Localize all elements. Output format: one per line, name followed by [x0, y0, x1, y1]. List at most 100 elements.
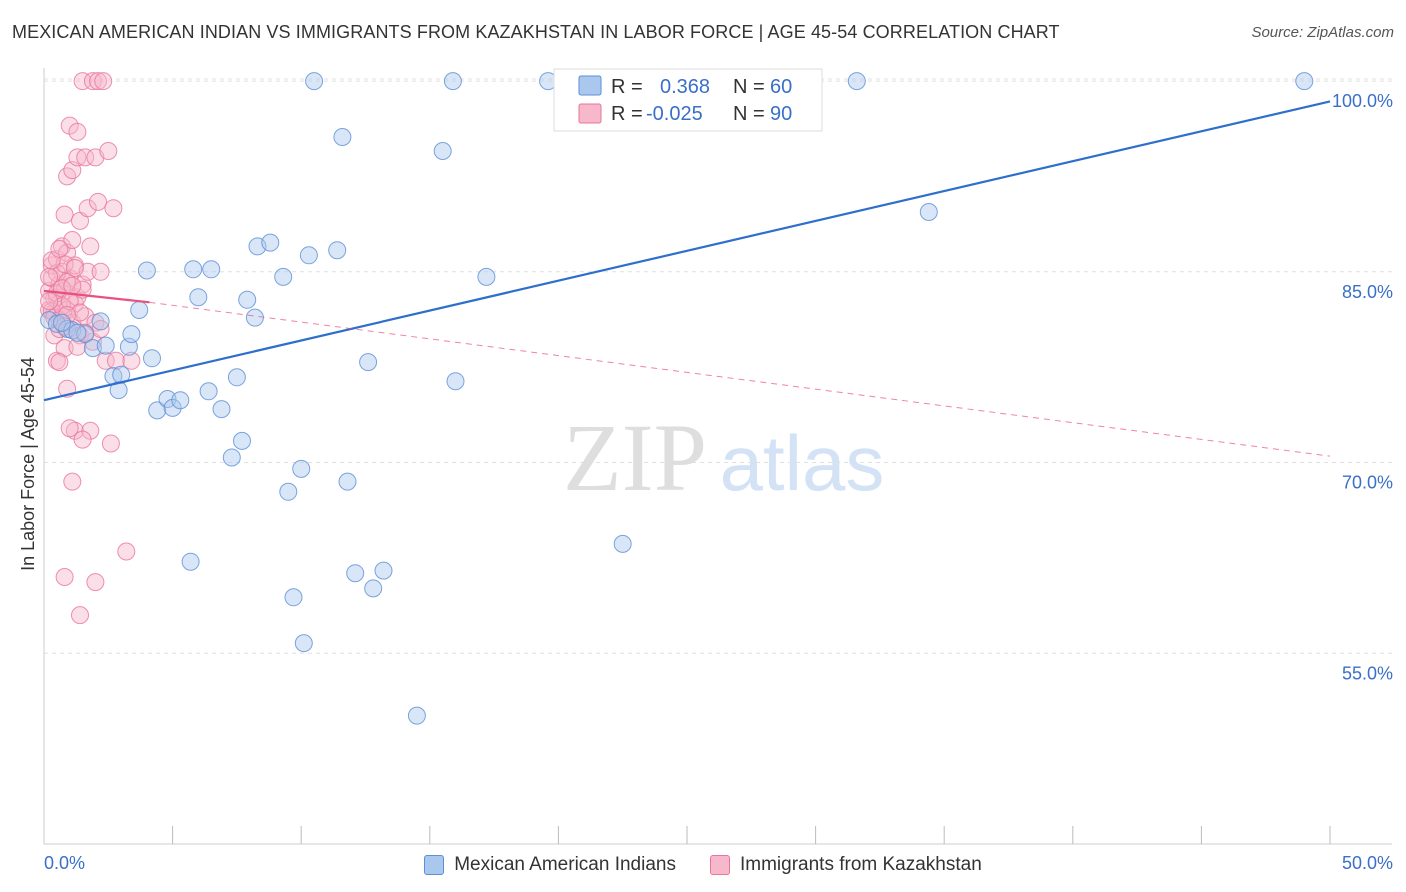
- point-mexican-american-indian[interactable]: [109, 381, 128, 400]
- point-mexican-american-indian[interactable]: [76, 325, 95, 344]
- point-mexican-american-indian[interactable]: [148, 401, 167, 420]
- point-kazakhstan-immigrant[interactable]: [65, 259, 84, 277]
- y-tick-label: 55.0%: [1342, 663, 1393, 683]
- point-kazakhstan-immigrant[interactable]: [63, 276, 82, 295]
- point-mexican-american-indian[interactable]: [130, 301, 149, 319]
- point-mexican-american-indian[interactable]: [279, 482, 298, 501]
- point-mexican-american-indian[interactable]: [292, 459, 311, 478]
- point-kazakhstan-immigrant[interactable]: [55, 205, 74, 224]
- point-kazakhstan-immigrant[interactable]: [55, 339, 74, 358]
- point-kazakhstan-immigrant[interactable]: [89, 72, 107, 91]
- stats-blue-n-label: N =: [733, 76, 765, 98]
- point-mexican-american-indian[interactable]: [364, 579, 383, 598]
- point-mexican-american-indian[interactable]: [284, 588, 303, 607]
- tick-labels: 100.0% 85.0% 70.0% 55.0% 0.0% 50.0%: [44, 91, 1393, 873]
- point-mexican-american-indian[interactable]: [359, 353, 378, 372]
- legend-item-immigrants-from-kazakhstan[interactable]: Immigrants from Kazakhstan: [709, 854, 982, 876]
- point-kazakhstan-immigrant[interactable]: [101, 434, 120, 453]
- point-mexican-american-indian[interactable]: [245, 308, 264, 327]
- point-mexican-american-indian[interactable]: [202, 260, 221, 279]
- stats-box: R = 0.368 N = 60 R = -0.025 N = 90: [553, 68, 823, 132]
- point-kazakhstan-immigrant[interactable]: [73, 72, 92, 91]
- point-kazakhstan-immigrant[interactable]: [96, 351, 115, 370]
- point-mexican-american-indian[interactable]: [847, 72, 866, 91]
- point-mexican-american-indian[interactable]: [446, 372, 465, 391]
- point-mexican-american-indian[interactable]: [199, 382, 218, 401]
- point-mexican-american-indian[interactable]: [407, 706, 426, 725]
- point-kazakhstan-immigrant[interactable]: [86, 573, 105, 592]
- point-mexican-american-indian[interactable]: [294, 634, 313, 653]
- point-mexican-american-indian[interactable]: [919, 203, 938, 221]
- point-kazakhstan-immigrant[interactable]: [63, 231, 82, 249]
- point-mexican-american-indian[interactable]: [305, 72, 324, 91]
- point-mexican-american-indian[interactable]: [184, 260, 203, 279]
- x-tick-label: 0.0%: [44, 853, 85, 873]
- point-mexican-american-indian[interactable]: [158, 390, 177, 408]
- point-mexican-american-indian[interactable]: [222, 448, 241, 467]
- point-mexican-american-indian[interactable]: [274, 267, 293, 286]
- point-mexican-american-indian[interactable]: [338, 472, 357, 491]
- legend-item-mexican-american-indians[interactable]: Mexican American Indians: [424, 854, 676, 876]
- point-mexican-american-indian[interactable]: [96, 336, 115, 355]
- point-mexican-american-indian[interactable]: [477, 267, 496, 286]
- point-kazakhstan-immigrant[interactable]: [117, 542, 136, 561]
- point-kazakhstan-immigrant[interactable]: [122, 351, 141, 370]
- point-kazakhstan-immigrant[interactable]: [55, 568, 74, 586]
- point-kazakhstan-immigrant[interactable]: [50, 239, 69, 258]
- point-mexican-american-indian[interactable]: [261, 233, 280, 252]
- chart-legend: Mexican American Indians Immigrants from…: [0, 848, 1406, 882]
- stats-blue-r-value: 0.368: [660, 76, 710, 98]
- point-kazakhstan-immigrant[interactable]: [76, 148, 95, 167]
- y-tick-label: 70.0%: [1342, 473, 1393, 493]
- point-kazakhstan-immigrant[interactable]: [81, 237, 100, 256]
- point-kazakhstan-immigrant[interactable]: [50, 353, 69, 372]
- point-kazakhstan-immigrant[interactable]: [89, 192, 107, 211]
- point-mexican-american-indian[interactable]: [443, 72, 462, 91]
- point-kazakhstan-immigrant[interactable]: [73, 430, 92, 449]
- point-mexican-american-indian[interactable]: [299, 246, 318, 265]
- point-kazakhstan-immigrant[interactable]: [68, 148, 87, 167]
- point-mexican-american-indian[interactable]: [238, 290, 257, 309]
- point-mexican-american-indian[interactable]: [189, 288, 208, 307]
- point-mexican-american-indian[interactable]: [374, 561, 393, 580]
- data-points: [40, 72, 1314, 725]
- source-credit: Source: ZipAtlas.com: [1251, 24, 1394, 41]
- point-kazakhstan-immigrant[interactable]: [63, 472, 82, 491]
- point-mexican-american-indian[interactable]: [328, 241, 347, 260]
- point-mexican-american-indian[interactable]: [137, 261, 156, 280]
- point-mexican-american-indian[interactable]: [163, 398, 182, 417]
- point-kazakhstan-immigrant[interactable]: [68, 122, 87, 141]
- y-axis-label: In Labor Force | Age 45-54: [18, 357, 38, 571]
- point-mexican-american-indian[interactable]: [143, 349, 161, 368]
- point-kazakhstan-immigrant[interactable]: [60, 419, 79, 438]
- point-kazakhstan-immigrant[interactable]: [40, 292, 59, 311]
- gridlines: [44, 78, 1392, 654]
- point-kazakhstan-immigrant[interactable]: [78, 199, 97, 218]
- point-kazakhstan-immigrant[interactable]: [71, 606, 89, 625]
- point-mexican-american-indian[interactable]: [68, 323, 87, 342]
- point-mexican-american-indian[interactable]: [613, 534, 632, 553]
- point-kazakhstan-immigrant[interactable]: [83, 72, 102, 91]
- point-kazakhstan-immigrant[interactable]: [91, 262, 110, 281]
- point-mexican-american-indian[interactable]: [346, 564, 365, 583]
- point-kazakhstan-immigrant[interactable]: [99, 142, 118, 160]
- point-kazakhstan-immigrant[interactable]: [60, 116, 79, 135]
- legend-swatch-pink: [709, 855, 730, 875]
- point-kazakhstan-immigrant[interactable]: [94, 72, 113, 91]
- stats-pink-r-value: -0.025: [646, 103, 703, 125]
- point-mexican-american-indian[interactable]: [433, 142, 452, 160]
- point-mexican-american-indian[interactable]: [91, 312, 110, 331]
- point-mexican-american-indian[interactable]: [171, 391, 190, 410]
- point-mexican-american-indian[interactable]: [227, 368, 246, 387]
- point-kazakhstan-immigrant[interactable]: [104, 199, 123, 218]
- point-mexican-american-indian[interactable]: [212, 400, 231, 419]
- point-mexican-american-indian[interactable]: [1295, 72, 1314, 91]
- point-mexican-american-indian[interactable]: [233, 431, 251, 450]
- point-kazakhstan-immigrant[interactable]: [107, 351, 125, 370]
- point-mexican-american-indian[interactable]: [53, 313, 71, 332]
- point-mexican-american-indian[interactable]: [122, 325, 141, 344]
- point-mexican-american-indian[interactable]: [333, 128, 352, 146]
- point-mexican-american-indian[interactable]: [181, 552, 200, 571]
- watermark-atlas: atlas: [720, 419, 885, 507]
